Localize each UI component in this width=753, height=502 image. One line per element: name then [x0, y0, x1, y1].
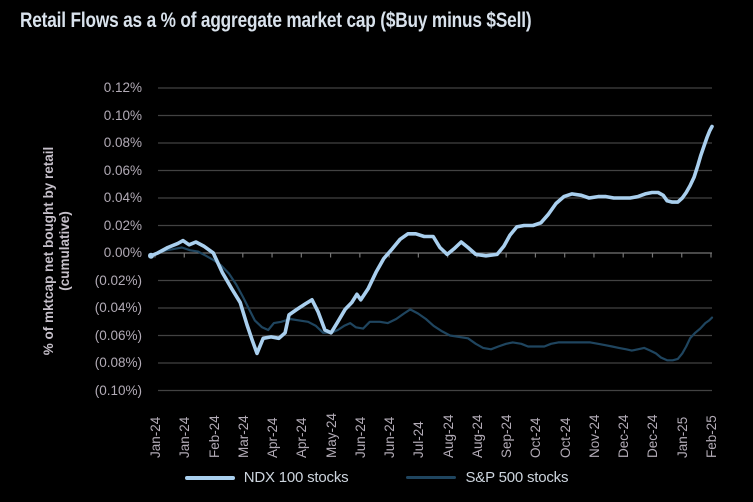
sp500-line — [149, 246, 714, 362]
y-tick-label: (0.10%) — [94, 382, 142, 398]
legend: NDX 100 stocks S&P 500 stocks — [0, 469, 753, 486]
x-tick-label: Aug-24 — [469, 414, 485, 458]
x-tick-label: Dec-24 — [616, 414, 632, 458]
sp500-line-swatch-icon — [406, 476, 457, 479]
x-tick-label: Nov-24 — [586, 414, 602, 458]
x-tick-label: Apr-24 — [265, 417, 281, 458]
ndx-start-marker — [148, 252, 154, 259]
legend-label-ndx: NDX 100 stocks — [243, 469, 349, 486]
x-tick-label: Oct-24 — [557, 417, 573, 458]
y-tick-label: 0.00% — [103, 245, 142, 260]
x-tick-label: Mar-24 — [235, 415, 251, 458]
x-tick-label: Jul-24 — [411, 421, 427, 458]
y-tick-label: 0.10% — [103, 107, 142, 123]
y-tick-label: 0.02% — [103, 217, 142, 233]
y-tick-label: 0.12% — [103, 80, 142, 95]
x-tick-label: Jan-24 — [177, 416, 193, 458]
y-tick-label: (0.02%) — [94, 272, 142, 288]
x-tick-label: Jun-24 — [382, 416, 398, 458]
legend-label-sp500: S&P 500 stocks — [465, 469, 569, 486]
x-tick-label: Oct-24 — [528, 417, 544, 458]
x-tick-label: Aug-24 — [440, 414, 456, 458]
y-tick-label: 0.06% — [103, 162, 142, 178]
x-tick-label: Jun-24 — [352, 416, 368, 458]
y-tick-label: 0.08% — [103, 135, 142, 150]
ndx-line — [149, 124, 714, 356]
legend-item-ndx: NDX 100 stocks — [184, 469, 349, 486]
x-tick-label: Jan-24 — [148, 416, 163, 458]
x-tick-label: Dec-24 — [645, 414, 661, 458]
x-tick-label: Sep-24 — [499, 414, 515, 458]
legend-item-sp500: S&P 500 stocks — [406, 469, 568, 486]
chart-title: Retail Flows as a % of aggregate market … — [20, 9, 532, 32]
x-tick-label: May-24 — [323, 412, 339, 458]
ndx-line-swatch-icon — [184, 475, 235, 480]
y-tick-label: (0.04%) — [94, 300, 142, 315]
y-tick-label: (0.06%) — [94, 327, 142, 343]
x-tick-label: Feb-25 — [704, 415, 719, 458]
y-tick-label: (0.08%) — [94, 355, 142, 370]
x-tick-label: Feb-24 — [206, 415, 222, 458]
x-tick-label: Apr-24 — [294, 417, 310, 458]
x-tick-label: Jan-25 — [674, 416, 690, 458]
y-tick-label: 0.04% — [103, 190, 142, 205]
